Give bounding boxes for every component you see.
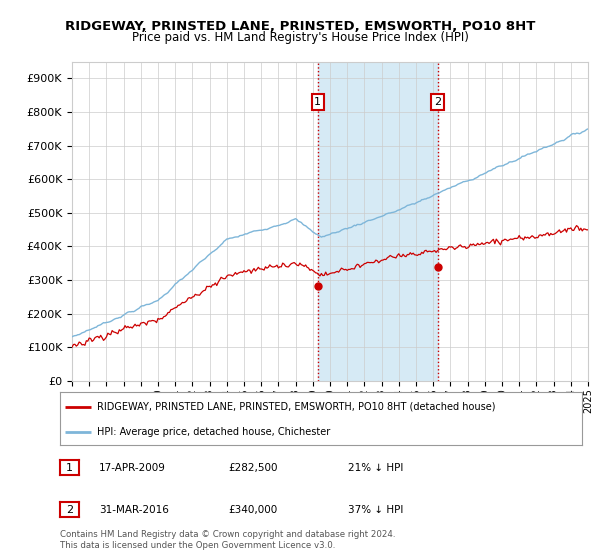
Text: RIDGEWAY, PRINSTED LANE, PRINSTED, EMSWORTH, PO10 8HT: RIDGEWAY, PRINSTED LANE, PRINSTED, EMSWO… — [65, 20, 535, 32]
Bar — [318, 62, 437, 381]
Text: 31-MAR-2016: 31-MAR-2016 — [99, 505, 169, 515]
Text: RIDGEWAY, PRINSTED LANE, PRINSTED, EMSWORTH, PO10 8HT (detached house): RIDGEWAY, PRINSTED LANE, PRINSTED, EMSWO… — [97, 402, 495, 412]
Text: 17-APR-2009: 17-APR-2009 — [99, 463, 166, 473]
Text: £282,500: £282,500 — [228, 463, 277, 473]
Text: £340,000: £340,000 — [228, 505, 277, 515]
Text: 2: 2 — [66, 505, 73, 515]
Text: HPI: Average price, detached house, Chichester: HPI: Average price, detached house, Chic… — [97, 427, 330, 437]
Text: 2: 2 — [434, 97, 441, 107]
Text: 1: 1 — [66, 463, 73, 473]
Text: 21% ↓ HPI: 21% ↓ HPI — [348, 463, 403, 473]
Text: Price paid vs. HM Land Registry's House Price Index (HPI): Price paid vs. HM Land Registry's House … — [131, 31, 469, 44]
Text: 37% ↓ HPI: 37% ↓ HPI — [348, 505, 403, 515]
Text: 1: 1 — [314, 97, 321, 107]
Text: Contains HM Land Registry data © Crown copyright and database right 2024.: Contains HM Land Registry data © Crown c… — [60, 530, 395, 539]
Text: This data is licensed under the Open Government Licence v3.0.: This data is licensed under the Open Gov… — [60, 541, 335, 550]
